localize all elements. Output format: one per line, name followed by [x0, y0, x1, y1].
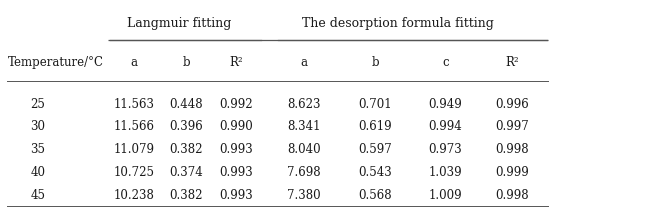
Text: 0.999: 0.999: [496, 166, 529, 179]
Text: 40: 40: [31, 166, 45, 179]
Text: 0.990: 0.990: [220, 120, 253, 134]
Text: 0.994: 0.994: [428, 120, 462, 134]
Text: 0.997: 0.997: [496, 120, 529, 134]
Text: R²: R²: [505, 56, 519, 68]
Text: b: b: [372, 56, 379, 68]
Text: 8.040: 8.040: [287, 143, 320, 156]
Text: 0.543: 0.543: [358, 166, 392, 179]
Text: 0.998: 0.998: [496, 189, 529, 202]
Text: c: c: [442, 56, 449, 68]
Text: Langmuir fitting: Langmuir fitting: [127, 17, 232, 30]
Text: 0.597: 0.597: [358, 143, 392, 156]
Text: 0.998: 0.998: [496, 143, 529, 156]
Text: 1.039: 1.039: [428, 166, 462, 179]
Text: 0.996: 0.996: [496, 98, 529, 110]
Text: 0.448: 0.448: [169, 98, 203, 110]
Text: a: a: [300, 56, 307, 68]
Text: 0.993: 0.993: [220, 189, 253, 202]
Text: 25: 25: [31, 98, 45, 110]
Text: 0.382: 0.382: [169, 189, 203, 202]
Text: 11.566: 11.566: [113, 120, 155, 134]
Text: 0.396: 0.396: [169, 120, 203, 134]
Text: 7.380: 7.380: [287, 189, 320, 202]
Text: 0.973: 0.973: [428, 143, 462, 156]
Text: b: b: [182, 56, 190, 68]
Text: 10.725: 10.725: [113, 166, 155, 179]
Text: 0.701: 0.701: [358, 98, 392, 110]
Text: 7.698: 7.698: [287, 166, 320, 179]
Text: 11.563: 11.563: [113, 98, 155, 110]
Text: 0.992: 0.992: [220, 98, 253, 110]
Text: 0.619: 0.619: [358, 120, 392, 134]
Text: 0.374: 0.374: [169, 166, 203, 179]
Text: 30: 30: [31, 120, 45, 134]
Text: 0.568: 0.568: [358, 189, 392, 202]
Text: 11.079: 11.079: [113, 143, 155, 156]
Text: 0.993: 0.993: [220, 143, 253, 156]
Text: 0.993: 0.993: [220, 166, 253, 179]
Text: Temperature/°C: Temperature/°C: [8, 56, 104, 68]
Text: The desorption formula fitting: The desorption formula fitting: [302, 17, 494, 30]
Text: 35: 35: [31, 143, 45, 156]
Text: 8.341: 8.341: [287, 120, 320, 134]
Text: 10.238: 10.238: [113, 189, 155, 202]
Text: R²: R²: [230, 56, 243, 68]
Text: 0.382: 0.382: [169, 143, 203, 156]
Text: a: a: [131, 56, 137, 68]
Text: 0.949: 0.949: [428, 98, 462, 110]
Text: 45: 45: [31, 189, 45, 202]
Text: 8.623: 8.623: [287, 98, 320, 110]
Text: 1.009: 1.009: [428, 189, 462, 202]
